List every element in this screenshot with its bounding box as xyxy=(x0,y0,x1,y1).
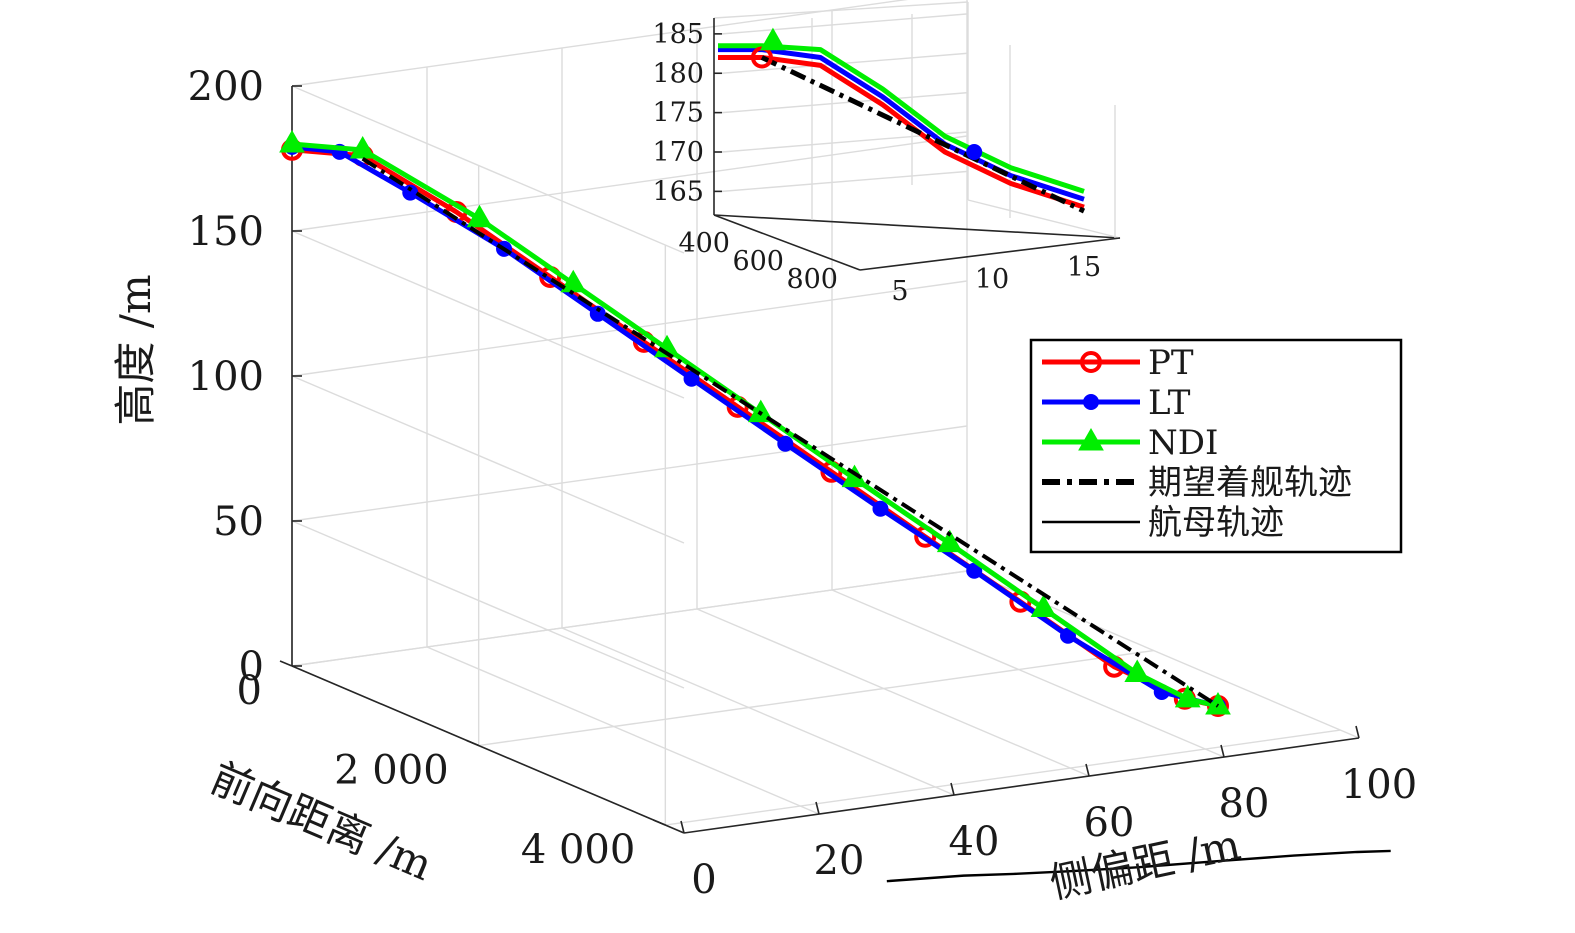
lateral-tick-mark xyxy=(1220,744,1225,758)
grid-line xyxy=(561,627,955,796)
lateral-tick-mark xyxy=(950,782,955,796)
inset-height-tick-label: 175 xyxy=(652,98,704,129)
forward-tick-mark xyxy=(653,819,666,826)
inset-height-tick-label: 170 xyxy=(652,137,704,168)
forward-tick-label: 4 000 xyxy=(521,827,636,873)
grid-line xyxy=(426,646,820,815)
inset-height-tick-label: 165 xyxy=(652,176,704,207)
series-point-NDI xyxy=(466,204,493,228)
legend-swatch-marker xyxy=(1080,351,1102,373)
lateral-tick-label: 80 xyxy=(1219,781,1270,827)
series-point-NDI xyxy=(349,135,376,159)
grid-line xyxy=(291,570,968,667)
inset-frame-line xyxy=(859,237,1121,271)
inset-lateral-tick-label: 15 xyxy=(1067,252,1101,283)
inset-forward-tick-label: 600 xyxy=(732,246,784,277)
height-axis-title: 高度 /m xyxy=(111,274,160,425)
inset-frame-line xyxy=(967,199,1121,239)
lateral-tick-label: 40 xyxy=(949,819,1000,865)
inset-series-point-LT xyxy=(966,144,983,160)
legend-label: NDI xyxy=(1148,423,1218,463)
grid-line xyxy=(696,608,1090,777)
height-tick-label: 50 xyxy=(213,499,264,545)
lateral-tick-label: 0 xyxy=(691,857,716,903)
lateral-tick-label: 100 xyxy=(1341,762,1417,808)
series-point-LT xyxy=(589,305,606,322)
inset-lateral-tick-label: 5 xyxy=(891,276,908,307)
legend-label: 期望着舰轨迹 xyxy=(1148,463,1352,503)
inset-grid-line xyxy=(721,13,969,35)
main-series xyxy=(279,129,1391,883)
series-point-NDI xyxy=(1124,659,1151,683)
legend-label: PT xyxy=(1148,343,1194,383)
inset-series-point-NDI xyxy=(760,27,786,51)
grid-line xyxy=(291,135,968,232)
legend-swatch-marker xyxy=(1078,427,1104,451)
inset-forward-tick-label: 400 xyxy=(678,228,730,259)
grid-line xyxy=(291,0,909,87)
inset-frame-line xyxy=(713,214,1121,239)
inset-series-line-NDI xyxy=(718,43,1085,194)
lateral-tick-label: 20 xyxy=(814,838,865,884)
series-point-NDI xyxy=(841,464,868,488)
lateral-tick-mark xyxy=(680,820,685,834)
inset-frame-line xyxy=(713,1,969,19)
forward-tick-mark xyxy=(279,660,293,667)
main-tick-labels: 0 50 100 150 200 0 2 000 4 000 0 20 40 60 80 100 xyxy=(188,64,1418,903)
grid-line xyxy=(665,729,1341,826)
series-point-LT xyxy=(872,500,889,517)
grid-line xyxy=(291,425,968,522)
lateral-tick-mark xyxy=(1355,725,1360,739)
carrier-track-line xyxy=(886,849,1391,883)
height-tick-label: 150 xyxy=(188,209,264,255)
forward-tick-label: 2 000 xyxy=(334,748,449,794)
grid-line xyxy=(291,280,968,377)
lateral-axis-line xyxy=(683,737,1360,834)
inset-height-tick-label: 185 xyxy=(652,19,704,50)
series-line-LT xyxy=(291,144,1219,709)
series-point-NDI xyxy=(1030,594,1057,618)
legend-swatch-marker xyxy=(1083,394,1099,410)
grid-line xyxy=(478,649,1154,747)
series-point-NDI xyxy=(936,529,963,553)
inset-grid-line xyxy=(721,170,969,193)
lateral-tick-mark xyxy=(1085,763,1090,777)
inset-forward-tick-label: 800 xyxy=(786,264,838,295)
grid-line xyxy=(291,375,685,544)
legend-label: 航母轨迹 xyxy=(1148,503,1284,543)
inset-frame-line xyxy=(713,214,861,271)
series-point-NDI xyxy=(279,129,305,153)
series-point-NDI xyxy=(1205,691,1231,715)
height-tick-label: 0 xyxy=(239,644,264,690)
height-tick-label: 200 xyxy=(188,64,264,110)
grid-line xyxy=(831,589,1225,758)
forward-axis-line xyxy=(291,665,685,834)
inset-lateral-tick-label: 10 xyxy=(975,264,1009,295)
inset-series-line-期望着舰轨迹 xyxy=(760,55,1086,214)
lateral-tick-label: 60 xyxy=(1084,800,1135,846)
forward-tick-label: 0 xyxy=(237,668,262,714)
height-tick-label: 100 xyxy=(188,354,264,400)
lateral-axis-title: 侧偏距 /m xyxy=(1045,820,1244,908)
grid-line xyxy=(291,85,685,254)
grid-line xyxy=(291,520,685,689)
inset-height-tick-label: 180 xyxy=(652,58,704,89)
lateral-tick-mark xyxy=(815,801,820,815)
series-point-NDI xyxy=(1174,684,1201,708)
forward-tick-mark xyxy=(466,739,479,747)
series-point-LT xyxy=(777,435,794,452)
grid-line xyxy=(291,230,685,399)
inset-grid-line xyxy=(721,91,969,114)
legend-label: LT xyxy=(1148,383,1191,423)
series-line-期望着舰轨迹 xyxy=(361,156,1220,708)
main-axes xyxy=(279,85,1360,834)
series-point-NDI xyxy=(560,269,587,293)
